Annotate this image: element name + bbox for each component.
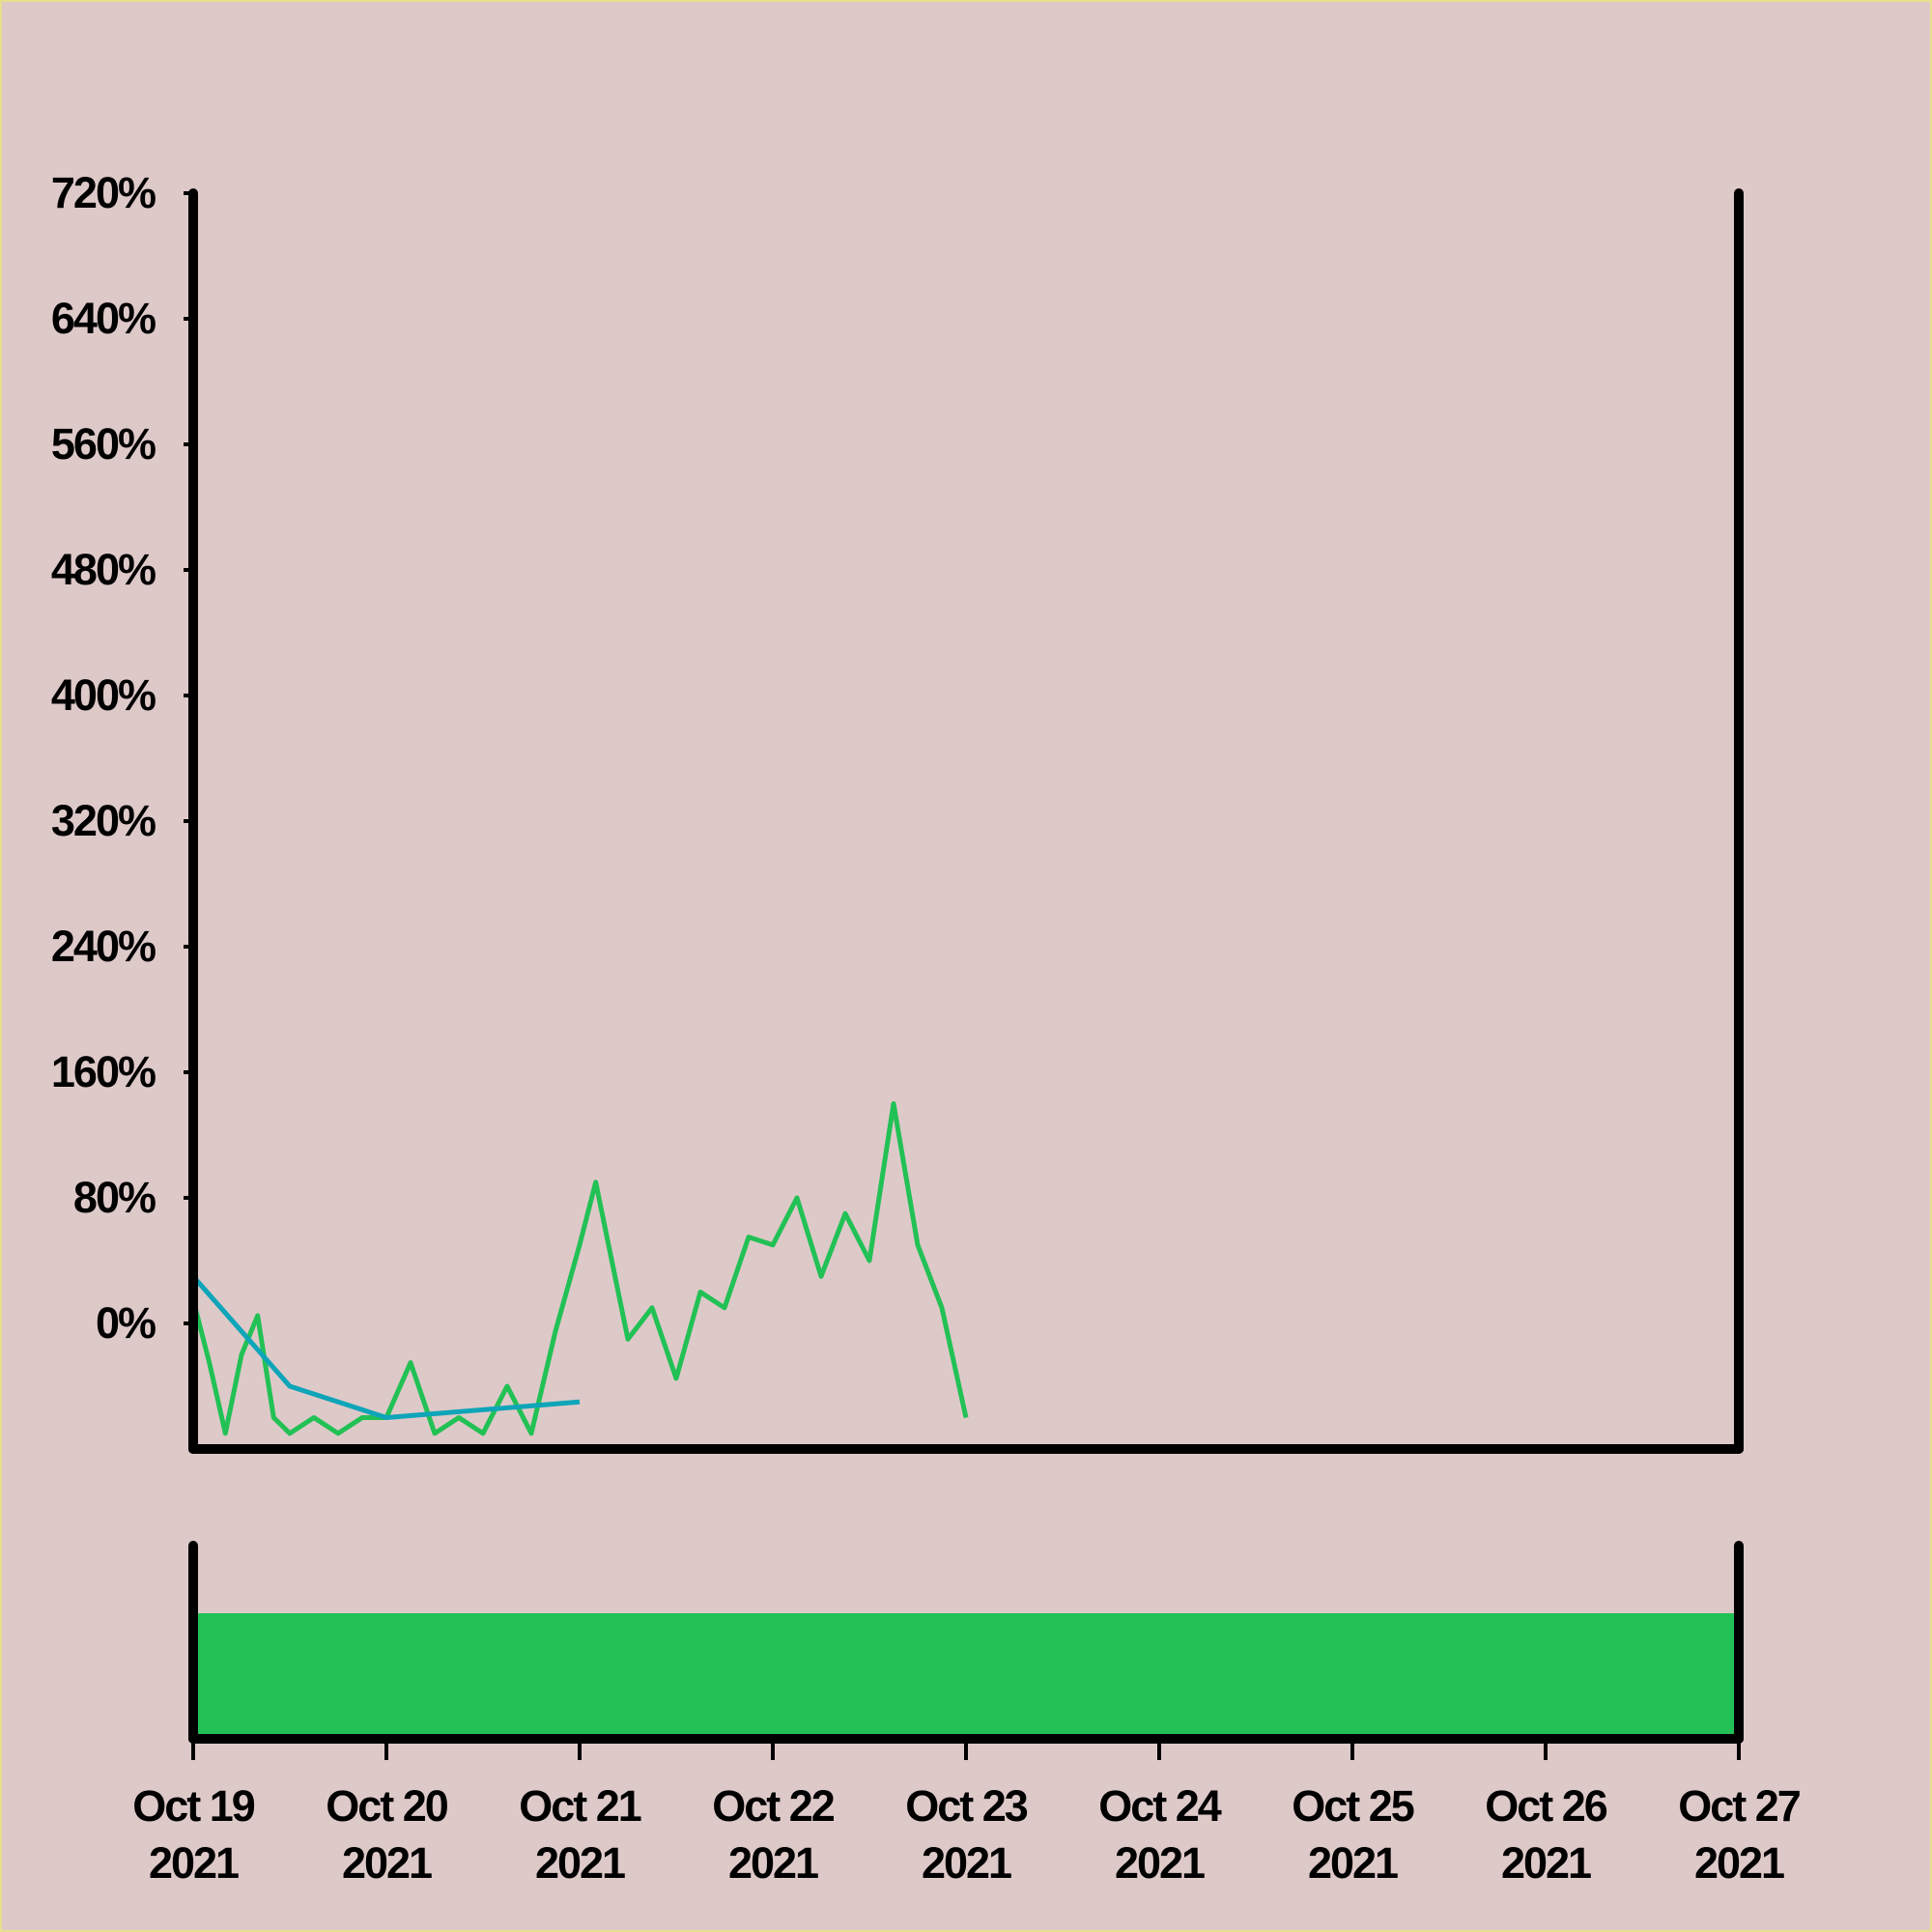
x-tick-year-label: 2021 — [1501, 1838, 1591, 1888]
x-tick-label: Oct 22 — [712, 1781, 835, 1831]
x-tick-year-label: 2021 — [535, 1838, 625, 1888]
y-tick-label: 0% — [96, 1298, 156, 1348]
y-tick-label: 480% — [51, 545, 156, 594]
x-tick-label: Oct 26 — [1485, 1781, 1607, 1831]
x-tick-year-label: 2021 — [1308, 1838, 1398, 1888]
x-tick-label: Oct 19 — [132, 1781, 255, 1831]
volume-bars — [193, 1613, 1739, 1739]
teal-line-path — [191, 1274, 581, 1420]
x-tick-label: Oct 24 — [1098, 1781, 1222, 1831]
x-tick-label: Oct 20 — [326, 1781, 448, 1831]
green-series — [190, 1101, 969, 1436]
y-tick-label: 720% — [51, 168, 156, 217]
y-tick-label: 320% — [51, 796, 156, 845]
x-tick-label: Oct 25 — [1292, 1781, 1414, 1831]
green-line-path — [190, 1101, 969, 1436]
axes — [188, 188, 1744, 1744]
volume-bar — [193, 1613, 1739, 1739]
x-axis-ticks: Oct 19 2021 Oct 20 2021 Oct 21 2021 Oct 22 2021… — [132, 1739, 1803, 1888]
y-tick-label: 640% — [51, 294, 156, 343]
x-tick-label: Oct 23 — [905, 1781, 1028, 1831]
x-tick-year-label: 2021 — [1115, 1838, 1205, 1888]
x-tick-year-label: 2021 — [922, 1838, 1011, 1888]
x-tick-label: Oct 21 — [519, 1781, 641, 1831]
y-axis-ticks: 0% 80% 160% 240% 320% 400% 480% 560% 640% 720% — [51, 168, 193, 1348]
x-tick-year-label: 2021 — [149, 1838, 239, 1888]
x-tick-year-label: 2021 — [728, 1838, 818, 1888]
y-tick-label: 160% — [51, 1047, 156, 1096]
teal-series — [191, 1274, 581, 1420]
y-tick-label: 560% — [51, 419, 156, 469]
y-tick-label: 400% — [51, 670, 156, 720]
y-tick-label: 240% — [51, 922, 156, 971]
y-tick-label: 80% — [73, 1173, 156, 1222]
x-tick-year-label: 2021 — [1694, 1838, 1784, 1888]
x-tick-year-label: 2021 — [342, 1838, 432, 1888]
x-tick-label: Oct 27 — [1678, 1781, 1801, 1831]
